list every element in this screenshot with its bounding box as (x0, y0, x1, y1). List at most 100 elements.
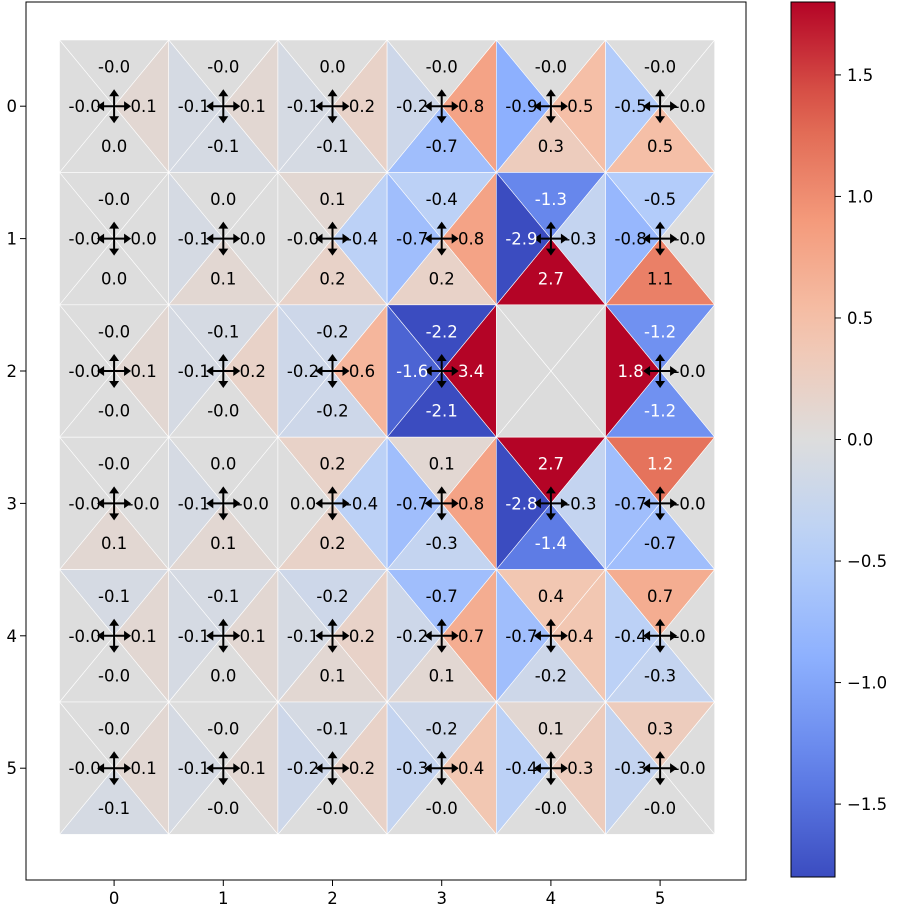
arrowhead-down (327, 778, 338, 786)
value-label: -0.2 (316, 322, 348, 341)
arrowhead-down (655, 116, 666, 124)
value-label: -0.2 (426, 719, 458, 738)
x-tick-label: 5 (655, 889, 666, 908)
value-label: -0.0 (207, 57, 239, 76)
arrowhead-left (206, 498, 214, 509)
value-label: -0.3 (644, 667, 676, 686)
value-label: 0.7 (458, 627, 484, 646)
cell-5-5-left (605, 701, 661, 836)
arrowhead-down (218, 513, 229, 521)
arrowhead-left (643, 498, 651, 509)
value-label: 0.2 (240, 362, 266, 381)
arrowhead-right (560, 630, 568, 641)
value-label: 0.0 (101, 269, 127, 288)
value-label: -0.1 (178, 759, 210, 778)
value-label: -0.0 (98, 667, 130, 686)
cell-3-0-left (59, 436, 115, 571)
value-label: 0.0 (210, 667, 236, 686)
arrowhead-down (436, 381, 447, 388)
value-label: -0.0 (207, 402, 239, 421)
arrowhead-up (218, 618, 229, 626)
arrowhead-left (315, 630, 323, 641)
value-label: -0.0 (127, 494, 159, 513)
arrowhead-down (327, 645, 338, 653)
value-label: -0.0 (69, 759, 101, 778)
arrowhead-up (218, 354, 229, 361)
arrowhead-left (533, 498, 541, 509)
value-label: -0.5 (615, 97, 647, 116)
value-label: 0.8 (458, 494, 484, 513)
value-label: -0.0 (98, 190, 130, 209)
cell-2-0-left (59, 303, 115, 439)
arrowhead-left (97, 233, 105, 244)
cell-4-3-left (386, 568, 443, 703)
cell-2-4-left (495, 303, 552, 439)
arrowhead-right (670, 366, 678, 376)
value-label: -2.9 (505, 230, 537, 249)
arrowhead-down (218, 645, 229, 653)
cell-0-3-left (386, 39, 443, 174)
cell-1-4-left (495, 171, 552, 306)
value-label: -0.0 (535, 57, 567, 76)
x-tick-label: 4 (546, 889, 557, 908)
value-label: 0.1 (240, 97, 266, 116)
arrowhead-up (109, 486, 120, 494)
arrowhead-left (206, 763, 214, 774)
value-label: -0.1 (178, 494, 210, 513)
value-label: 0.2 (349, 759, 375, 778)
arrowhead-left (424, 233, 432, 244)
arrowhead-up (218, 89, 229, 97)
value-label: -0.0 (644, 799, 676, 818)
cell-0-2-left (277, 39, 333, 174)
arrowhead-down (109, 645, 120, 653)
value-label: 2.7 (538, 455, 564, 474)
x-tick-label: 3 (436, 889, 447, 908)
value-label: -0.1 (316, 137, 348, 156)
value-label: 0.5 (647, 137, 673, 156)
arrowhead-right (451, 101, 459, 112)
arrowhead-up (218, 221, 229, 229)
cell-3-4-left (495, 436, 552, 571)
value-label: -0.0 (316, 799, 348, 818)
arrowhead-left (533, 763, 541, 774)
value-label: 0.0 (240, 230, 266, 249)
arrowhead-right (451, 763, 459, 774)
value-label: -0.0 (673, 627, 705, 646)
value-label: -0.1 (207, 137, 239, 156)
arrowhead-up (436, 751, 447, 759)
value-label: -0.0 (673, 494, 705, 513)
value-label: 0.2 (349, 97, 375, 116)
arrowhead-down (109, 248, 120, 256)
value-label: -0.1 (178, 97, 210, 116)
arrowhead-down (655, 381, 666, 388)
arrowhead-down (545, 116, 556, 124)
arrowhead-left (97, 630, 105, 641)
arrowhead-up (109, 354, 120, 361)
x-tick-label: 2 (327, 889, 338, 908)
arrowhead-left (643, 233, 651, 244)
arrowhead-right (670, 498, 678, 509)
colorbar-tick-label: −1.0 (847, 674, 887, 693)
value-label: -0.4 (426, 190, 458, 209)
cell-2-3-left (386, 303, 443, 439)
axes: 0 1 2 3 4 5 0 1 2 3 4 5 (7, 1, 747, 908)
arrowhead-left (315, 763, 323, 774)
arrowhead-up (436, 618, 447, 626)
colorbar-tick-label: 0.0 (847, 431, 873, 450)
value-label: 0.0 (319, 57, 345, 76)
arrowhead-right (233, 233, 241, 244)
value-label: -0.0 (98, 57, 130, 76)
arrowhead-up (436, 221, 447, 229)
cell-5-4-left (495, 701, 552, 836)
value-label: 0.2 (319, 455, 345, 474)
arrowhead-right (233, 630, 241, 641)
arrowhead-left (424, 366, 432, 376)
arrowhead-up (218, 751, 229, 759)
value-label: -0.4 (346, 230, 378, 249)
arrowhead-left (97, 763, 105, 774)
value-label: -0.3 (615, 759, 647, 778)
arrowhead-left (643, 763, 651, 774)
value-label: 0.0 (210, 455, 236, 474)
value-label: -0.4 (615, 627, 647, 646)
value-label: 0.4 (458, 759, 484, 778)
